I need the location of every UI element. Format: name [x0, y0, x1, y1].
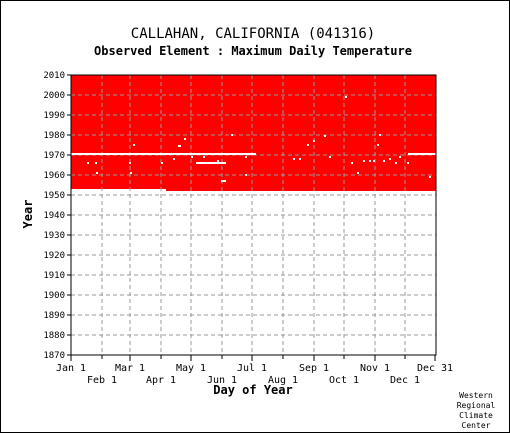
missing-data-segment [196, 162, 226, 164]
missing-data-point [231, 134, 233, 136]
y-tick-label: 1910 [43, 271, 65, 281]
missing-data-point [395, 162, 397, 164]
y-tick-label: 1960 [43, 171, 65, 181]
missing-data-point [299, 158, 301, 160]
x-tick-label: Dec 1 [390, 375, 420, 386]
credit-line-1: Western [459, 391, 493, 400]
x-tick-label: Oct 1 [329, 375, 359, 386]
missing-data-point [87, 162, 89, 164]
missing-data-point [429, 176, 431, 178]
y-tick-label: 1990 [43, 111, 65, 121]
missing-data-point [369, 160, 371, 162]
missing-data-point [377, 144, 379, 146]
y-tick-label: 1870 [43, 351, 65, 361]
y-tick-label: 1890 [43, 311, 65, 321]
missing-data-point [217, 160, 219, 162]
missing-data-point [389, 158, 391, 160]
x-tick-label: Aug 1 [268, 375, 298, 386]
data-coverage-block [71, 75, 166, 189]
y-tick-label: 1900 [43, 291, 65, 301]
y-tick-label: 2010 [43, 71, 65, 81]
missing-data-point [357, 172, 359, 174]
y-tick-label: 1940 [43, 211, 65, 221]
missing-data-point [313, 140, 315, 142]
y-tick-label: 1880 [43, 331, 65, 341]
y-tick-label: 1950 [43, 191, 65, 201]
missing-data-point [129, 162, 131, 164]
y-tick-label: 1920 [43, 251, 65, 261]
plot-area: 1870 1880 1890 1900 1910 1920 1930 1940 1950 1960… [43, 71, 453, 386]
x-tick-label: Jan 1 [56, 363, 86, 374]
x-tick-label: Sep 1 [299, 363, 329, 374]
credit-line-3: Climate [459, 411, 493, 420]
x-tick-label: Nov 1 [360, 363, 390, 374]
credit-line-4: Center [462, 421, 491, 430]
credit-line-2: Regional [457, 401, 496, 410]
missing-data-point [399, 156, 401, 158]
x-tick-label: Jun 1 [207, 375, 237, 386]
chart-subtitle: Observed Element : Maximum Daily Tempera… [94, 44, 412, 58]
y-axis-label: Year [21, 200, 35, 229]
x-axis-label: Day of Year [213, 383, 292, 397]
missing-data-point [96, 172, 98, 174]
x-tick-label: Mar 1 [115, 363, 145, 374]
missing-data-point [133, 144, 135, 146]
missing-data-point [329, 156, 331, 158]
missing-data-point [373, 160, 375, 162]
missing-data-segment [221, 180, 226, 182]
missing-data-segment [71, 153, 256, 155]
missing-data-point [383, 160, 385, 162]
missing-data-point [245, 156, 247, 158]
missing-data-point [363, 160, 365, 162]
missing-data-point [95, 162, 97, 164]
missing-data-point [351, 162, 353, 164]
missing-data-point [245, 174, 247, 176]
y-tick-label: 1970 [43, 151, 65, 161]
missing-data-point [191, 156, 193, 158]
missing-data-segment [324, 135, 326, 137]
y-tick-label: 2000 [43, 91, 65, 101]
missing-data-point [407, 162, 409, 164]
missing-data-point [307, 144, 309, 146]
missing-data-point [203, 156, 205, 158]
y-tick-label: 1980 [43, 131, 65, 141]
x-tick-label: Apr 1 [146, 375, 176, 386]
x-tick-label: Jul 1 [237, 363, 267, 374]
missing-data-segment [130, 172, 132, 174]
x-tick-label: May 1 [176, 363, 206, 374]
missing-data-segment [408, 153, 436, 155]
y-tick-label: 1930 [43, 231, 65, 241]
x-tick-label: Dec 31 [417, 363, 453, 374]
missing-data-point [293, 158, 295, 160]
chart-title: CALLAHAN, CALIFORNIA (041316) [131, 26, 375, 42]
x-tick-label: Feb 1 [87, 375, 117, 386]
missing-data-segment [178, 145, 181, 147]
missing-data-point [345, 96, 347, 98]
missing-data-point [161, 162, 163, 164]
data-coverage-block [166, 75, 436, 191]
missing-data-point [379, 134, 381, 136]
missing-data-point [184, 138, 186, 140]
missing-data-point [173, 158, 175, 160]
